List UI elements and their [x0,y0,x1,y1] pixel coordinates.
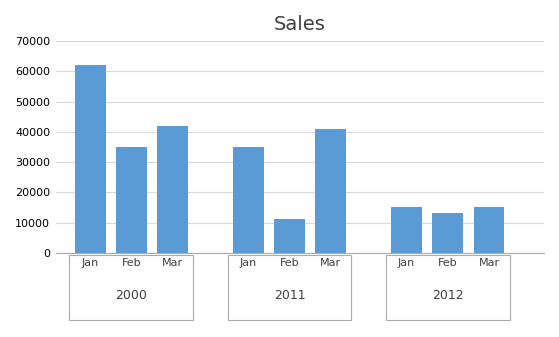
Bar [315,129,346,253]
Bar [432,213,463,253]
Bar [391,207,422,253]
Bar [74,65,106,253]
Text: 2000: 2000 [115,289,147,302]
Title: Sales: Sales [274,15,326,34]
Bar [116,147,147,253]
Text: 2012: 2012 [432,289,463,302]
Text: 2011: 2011 [274,289,305,302]
Bar [233,147,264,253]
Bar [157,126,188,253]
Bar [274,219,305,253]
Bar [473,207,504,253]
